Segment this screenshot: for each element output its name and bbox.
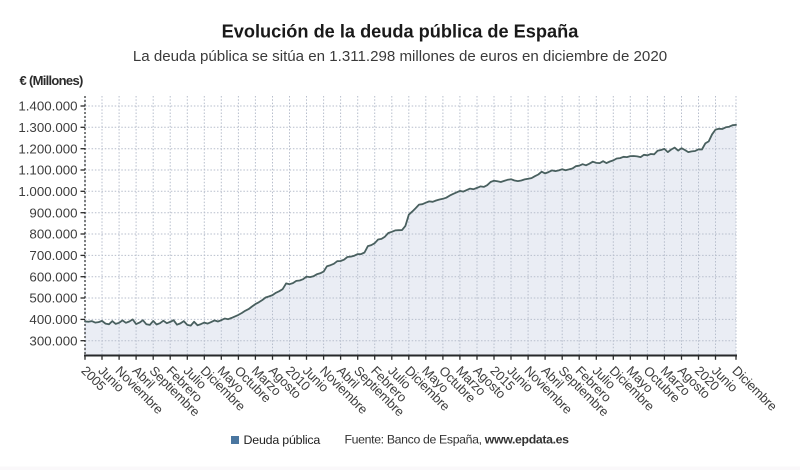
svg-text:700.000: 700.000 [29,248,77,263]
svg-text:1.300.000: 1.300.000 [18,120,77,135]
svg-text:1.400.000: 1.400.000 [18,99,77,114]
svg-text:Fuente: Banco de España, www.e: Fuente: Banco de España, www.epdata.es [345,433,570,447]
svg-text:900.000: 900.000 [29,205,77,220]
svg-text:300.000: 300.000 [29,333,77,348]
svg-text:800.000: 800.000 [29,227,77,242]
svg-text:600.000: 600.000 [29,269,77,284]
svg-text:La deuda pública se sitúa en 1: La deuda pública se sitúa en 1.311.298 m… [133,48,667,65]
svg-text:1.200.000: 1.200.000 [18,141,77,156]
svg-text:1.000.000: 1.000.000 [18,184,77,199]
svg-text:500.000: 500.000 [29,291,77,306]
svg-text:Evolución de la deuda pública: Evolución de la deuda pública de España [222,22,580,42]
svg-text:Deuda pública: Deuda pública [244,433,321,447]
svg-text:€ (Millones): € (Millones) [20,73,83,88]
svg-text:400.000: 400.000 [29,312,77,327]
svg-text:1.100.000: 1.100.000 [18,163,77,178]
